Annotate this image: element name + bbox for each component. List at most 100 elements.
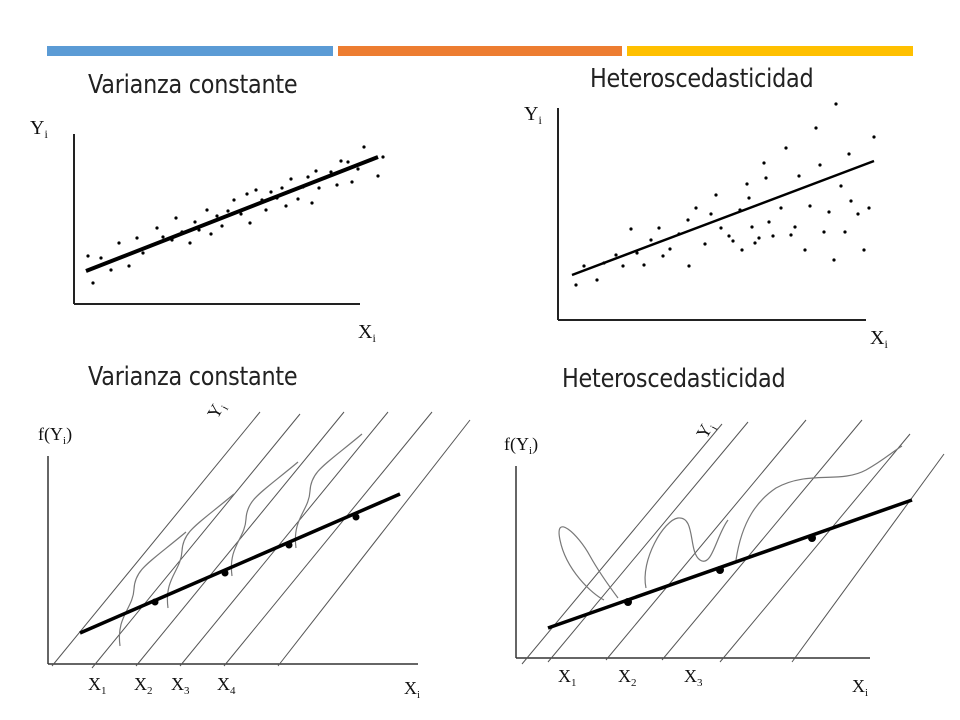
scatter-point [306, 175, 310, 179]
scatter-point [264, 208, 268, 212]
mean-point [151, 598, 159, 606]
scatter-point [215, 214, 219, 218]
density-curves-bottom-left [118, 433, 363, 647]
scatter-point [808, 204, 812, 208]
scatter-point [747, 196, 751, 200]
data-points-top-right [574, 102, 876, 287]
scatter-point [260, 198, 264, 202]
scatter-point [314, 169, 318, 173]
regression-line-bottom-left [79, 492, 401, 635]
scatter-point [797, 174, 801, 178]
scatter-point [818, 163, 822, 167]
scatter-point [614, 253, 618, 257]
scatter-point [239, 212, 243, 216]
x-axis-label-bottom-left: Xi [404, 678, 420, 701]
scatter-point [574, 283, 578, 287]
diagonal-guide-line [179, 411, 389, 667]
scatter-point [161, 235, 165, 239]
scatter-point [188, 241, 192, 245]
mean-point [285, 541, 293, 549]
x-ticks-bottom-left: X1 X2 X3 X4 [88, 674, 236, 697]
scatter-point [275, 196, 279, 200]
scatter-point [135, 236, 139, 240]
scatter-point [339, 159, 343, 163]
scatter-point [767, 220, 771, 224]
scatter-point [832, 258, 836, 262]
header-bar-yellow [627, 46, 913, 56]
scatter-point [582, 264, 586, 268]
scatter-point [91, 281, 95, 285]
scatter-point [289, 177, 293, 181]
scatter-point [834, 102, 838, 106]
density-diagram-constant: f(Yi) Yi Xi X1 X2 X3 X4 [38, 398, 471, 701]
scatter-point [843, 230, 847, 234]
scatter-point [329, 170, 333, 174]
scatter-point [269, 190, 273, 194]
mean-points-bottom-left [151, 513, 360, 606]
scatter-point [220, 224, 224, 228]
scatter-point [226, 209, 230, 213]
diagonal-guide-line [605, 419, 807, 661]
scatter-point [174, 216, 178, 220]
scatter-point [703, 242, 707, 246]
scatter-point [738, 208, 742, 212]
diagonal-guide-line [547, 421, 749, 663]
diagonal-guide-line [277, 419, 471, 667]
data-points-top-left [86, 145, 385, 285]
scatter-point [764, 176, 768, 180]
scatter-point [642, 263, 646, 267]
density-curve [558, 526, 619, 601]
title-top-right: Heteroscedasticidad [590, 64, 814, 94]
diagonal-guides-bottom-right [521, 419, 945, 665]
tick-x2-bottom-left: X2 [134, 674, 153, 697]
scatter-point [376, 174, 380, 178]
x-axis-label-top-left: Xi [358, 321, 376, 345]
diagonal-guide-line [661, 419, 863, 661]
scatter-point [356, 167, 360, 171]
scatter-point [595, 278, 599, 282]
title-bottom-left: Varianza constante [88, 362, 298, 392]
scatter-point [369, 158, 373, 162]
header-bar-blue [47, 46, 333, 56]
tick-x3-bottom-right: X3 [684, 666, 703, 689]
scatter-point [323, 176, 327, 180]
scatter-point [335, 183, 339, 187]
header-bar-orange [338, 46, 622, 56]
scatter-point [245, 192, 249, 196]
mean-point [624, 598, 632, 606]
scatter-point [762, 161, 766, 165]
title-top-left: Varianza constante [88, 70, 298, 100]
density-curve [294, 433, 363, 549]
scatter-point [784, 146, 788, 150]
scatter-point [635, 251, 639, 255]
diagonal-guide-line [223, 411, 433, 667]
density-curves-bottom-right [558, 445, 903, 601]
density-diagram-heteroscedastic: f(Yi) Yi Xi X1 X2 X3 [504, 419, 945, 699]
scatter-point [284, 204, 288, 208]
scatter-point [150, 243, 154, 247]
y-axis-label-bottom-left: f(Yi) [38, 424, 72, 447]
x-axis-label-bottom-right: Xi [852, 676, 868, 699]
density-curve [166, 493, 235, 609]
scatter-point [779, 206, 783, 210]
diagonal-guide-line [91, 413, 301, 669]
scatter-point [86, 254, 90, 258]
density-curve [118, 531, 187, 647]
diagonal-guides-bottom-left [51, 411, 471, 669]
scatter-point [155, 226, 159, 230]
x-axis-label-top-right: Xi [870, 327, 888, 351]
scatter-point [621, 264, 625, 268]
scatter-point [657, 226, 661, 230]
scatter-point [232, 198, 236, 202]
scatter-point [839, 184, 843, 188]
scatter-point [629, 227, 633, 231]
scatter-point [661, 254, 665, 258]
scatter-point [180, 230, 184, 234]
diag-axis-label-bottom-left: Yi [203, 398, 231, 423]
scatter-point [170, 238, 174, 242]
scatter-point [856, 212, 860, 216]
y-axis-label-top-left: Yi [30, 117, 48, 141]
scatter-point [872, 135, 876, 139]
scatter-point [827, 210, 831, 214]
scatter-point [99, 256, 103, 260]
